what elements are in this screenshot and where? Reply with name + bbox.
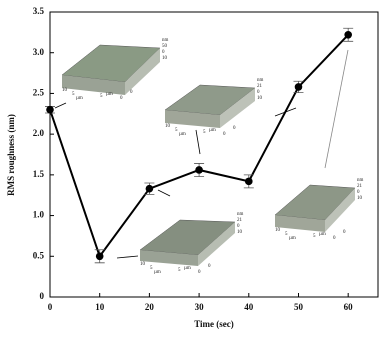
inset-axis-label: µm	[289, 236, 296, 241]
plot-frame	[49, 11, 379, 298]
inset-z-label: 50	[162, 44, 168, 49]
x-tick-label: 20	[145, 302, 155, 312]
y-tick-label: 2.0	[33, 128, 45, 138]
inset-axis-label: 5	[203, 130, 206, 135]
inset-z-label: nm	[357, 178, 364, 183]
inset-axis-label: 0	[233, 126, 236, 131]
inset-axis-label: 5	[100, 94, 103, 99]
inset-axis-label: 0	[120, 96, 123, 101]
y-tick-label: 0.5	[33, 250, 45, 260]
inset-z-label: 10	[257, 96, 263, 101]
y-tick-label: 1.5	[33, 169, 45, 179]
inset-z-label: 10	[237, 230, 243, 235]
inset-z-label: nm	[237, 212, 244, 217]
x-tick-label: 50	[294, 302, 304, 312]
inset-z-label: 10	[357, 196, 363, 201]
afm-insets	[54, 44, 356, 266]
data-point	[344, 31, 352, 39]
inset-z-label: 0	[257, 90, 260, 95]
inset-axis-label: 10	[165, 124, 171, 129]
y-tick-label: 3.0	[33, 47, 45, 57]
inset-axis-label: 0	[130, 90, 133, 95]
y-axis-label: RMS roughness (nm)	[6, 114, 16, 196]
y-tick-label: 2.5	[33, 87, 45, 97]
inset-z-label: 21	[357, 184, 363, 189]
inset-z-label: 21	[257, 84, 263, 89]
data-point	[294, 83, 303, 91]
inset-axis-label: µm	[319, 232, 326, 237]
inset-axis-label: 10	[275, 228, 281, 233]
inset-axis-label: 0	[208, 264, 211, 269]
inset-axis-label: 0	[223, 132, 226, 137]
y-tick-label: 1.0	[33, 210, 45, 220]
inset-axis-label: 0	[333, 236, 336, 241]
inset-axis-label: µm	[106, 92, 113, 97]
inset-axis-label: 5	[178, 268, 181, 273]
inset-axis-label: 5	[175, 128, 178, 133]
inset-z-label: 0	[237, 224, 240, 229]
inset-axis-label: 5	[72, 92, 75, 97]
inset-axis-label: 0	[198, 270, 201, 275]
inset-axis-label: µm	[179, 132, 186, 137]
inset-axis-label: 5	[313, 234, 316, 239]
inset-axis-label: µm	[184, 266, 191, 271]
x-axis-label: Time (sec)	[194, 319, 234, 329]
data-point	[145, 184, 154, 193]
inset-axis-label: 5	[285, 232, 288, 237]
data-point	[46, 105, 54, 114]
data-point	[244, 177, 253, 186]
x-tick-label: 10	[95, 302, 105, 312]
inset-axis-label: µm	[76, 96, 83, 101]
inset-axis-label: 0	[343, 230, 346, 235]
inset-axis-label: 5	[150, 266, 153, 271]
data-point	[95, 252, 104, 261]
x-tick-label: 40	[244, 302, 254, 312]
inset-axis-label: 10	[62, 88, 68, 93]
inset-z-label: 0	[357, 190, 360, 195]
inset-axis-label: µm	[154, 270, 161, 275]
y-tick-label: 0	[40, 291, 45, 301]
inset-z-label: 21	[237, 218, 243, 223]
x-tick-label: 60	[344, 302, 354, 312]
inset-axis-label: µm	[209, 128, 216, 133]
inset-z-label: 0	[162, 50, 165, 55]
x-tick-label: 0	[48, 302, 53, 312]
inset-z-label: nm	[257, 78, 264, 83]
inset-z-label: 10	[162, 56, 168, 61]
inset-axis-label: 10	[140, 262, 146, 267]
inset-z-label: nm	[162, 38, 169, 43]
x-tick-label: 30	[195, 302, 205, 312]
data-point	[195, 166, 203, 174]
y-tick-label: 3.5	[33, 6, 45, 16]
